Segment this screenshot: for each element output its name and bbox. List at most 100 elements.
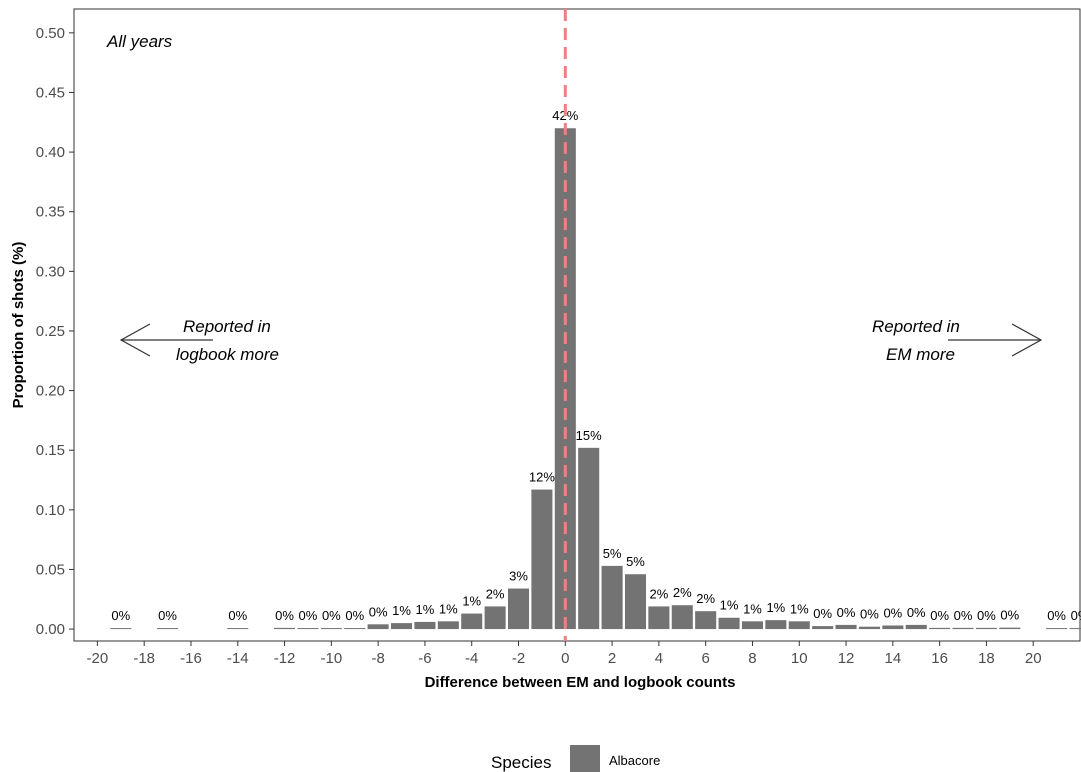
legend-title: Species (491, 753, 551, 772)
bar-labels: 0%0%0%0%0%0%0%0%1%1%1%1%2%3%12%42%15%5%5… (111, 108, 1081, 623)
bar (765, 620, 787, 630)
x-tick-label: 4 (655, 650, 663, 667)
legend: Species Albacore (491, 745, 660, 772)
y-tick-label: 0.35 (36, 204, 65, 221)
bar (975, 627, 997, 630)
bar-label: 5% (603, 546, 622, 561)
bar (1046, 628, 1068, 630)
bar-label: 12% (529, 470, 555, 485)
x-tick-label: -12 (274, 650, 296, 667)
bar-label: 15% (576, 428, 602, 443)
bar (274, 627, 296, 630)
x-axis: -20 -18 -16 -14 -12 -10 -8 -6 -4 -2 0 2 4 6 8 10 12 14 16 1… (87, 641, 1042, 667)
x-tick-label: -8 (371, 650, 384, 667)
x-tick-label: 16 (931, 650, 948, 667)
bar (578, 447, 600, 630)
x-tick-label: -6 (418, 650, 431, 667)
bar (835, 624, 857, 630)
plot-panel (73, 8, 1081, 642)
bar-label: 2% (649, 586, 668, 601)
bar (507, 588, 530, 630)
right-annotation-line-1: Reported in (872, 317, 960, 336)
bar (484, 606, 506, 630)
bar-label: 0% (813, 606, 832, 621)
bar-label: 5% (626, 554, 645, 569)
bar-label: 0% (954, 608, 973, 623)
bar (437, 621, 459, 630)
x-tick-label: 14 (884, 650, 901, 667)
bar (812, 626, 834, 630)
x-tick-label: 20 (1025, 650, 1042, 667)
x-tick-label: -20 (87, 650, 109, 667)
bar (671, 605, 693, 630)
y-tick-label: 0.40 (36, 144, 65, 161)
bar-label: 0% (275, 608, 294, 623)
bar (110, 628, 132, 630)
left-annotation-line-2: logbook more (176, 345, 279, 364)
bar-label: 0% (837, 605, 856, 620)
x-tick-label: 2 (608, 650, 616, 667)
x-tick-label: -14 (227, 650, 249, 667)
bar-label: 2% (673, 585, 692, 600)
bar (391, 623, 413, 630)
y-tick-label: 0.30 (36, 263, 65, 280)
bar (905, 624, 927, 630)
legend-swatch-albacore (570, 745, 600, 772)
x-tick-label: -10 (321, 650, 343, 667)
bar (227, 628, 249, 630)
bar (882, 625, 904, 630)
y-tick-label: 0.25 (36, 323, 65, 340)
y-tick-label: 0.20 (36, 383, 65, 400)
x-axis-title: Difference between EM and logbook counts (425, 674, 736, 691)
bar (601, 565, 623, 630)
bar-label: 0% (369, 604, 388, 619)
bar (648, 606, 670, 630)
bar-label: 1% (766, 600, 785, 615)
bar-label: 2% (486, 586, 505, 601)
bar-label: 0% (111, 608, 130, 623)
bar (929, 627, 951, 630)
bar-label: 0% (345, 608, 364, 623)
arrow-left-icon (119, 323, 213, 357)
bar (788, 621, 810, 630)
left-annotation: Reported in logbook more (119, 317, 279, 364)
y-axis: 0.00 0.05 0.10 0.15 0.20 0.25 0.30 0.35 0.40 0.45… (36, 25, 74, 638)
panel-label: All years (106, 32, 173, 51)
bar (344, 628, 366, 630)
bar-label: 1% (416, 602, 435, 617)
x-tick-label: 18 (978, 650, 995, 667)
bar-label: 0% (228, 608, 247, 623)
bar-label: 2% (696, 591, 715, 606)
bar-label: 0% (907, 605, 926, 620)
bar (624, 574, 647, 630)
bar-label: 1% (720, 598, 739, 613)
left-annotation-line-1: Reported in (183, 317, 271, 336)
legend-label-albacore: Albacore (609, 753, 660, 768)
bar-label: 0% (1000, 608, 1019, 623)
bar (461, 613, 483, 630)
arrow-right-icon (948, 323, 1043, 357)
bar-label: 1% (790, 601, 809, 616)
x-tick-label: 12 (838, 650, 855, 667)
bar (999, 627, 1021, 630)
x-tick-label: -4 (465, 650, 478, 667)
bar-label: 1% (743, 601, 762, 616)
x-tick-label: 0 (561, 650, 569, 667)
bar (157, 628, 179, 630)
x-tick-label: -2 (512, 650, 525, 667)
y-tick-label: 0.10 (36, 502, 65, 519)
bar-label: 0% (299, 608, 318, 623)
x-tick-label: -16 (180, 650, 202, 667)
bar (367, 624, 389, 630)
y-tick-label: 0.00 (36, 621, 65, 638)
bar (695, 611, 717, 630)
bar-label: 0% (1071, 608, 1081, 623)
bar (1069, 628, 1081, 630)
y-tick-label: 0.15 (36, 442, 65, 459)
bar (741, 621, 763, 630)
bar (858, 626, 880, 630)
bar (952, 627, 974, 630)
bar-label: 1% (462, 594, 481, 609)
